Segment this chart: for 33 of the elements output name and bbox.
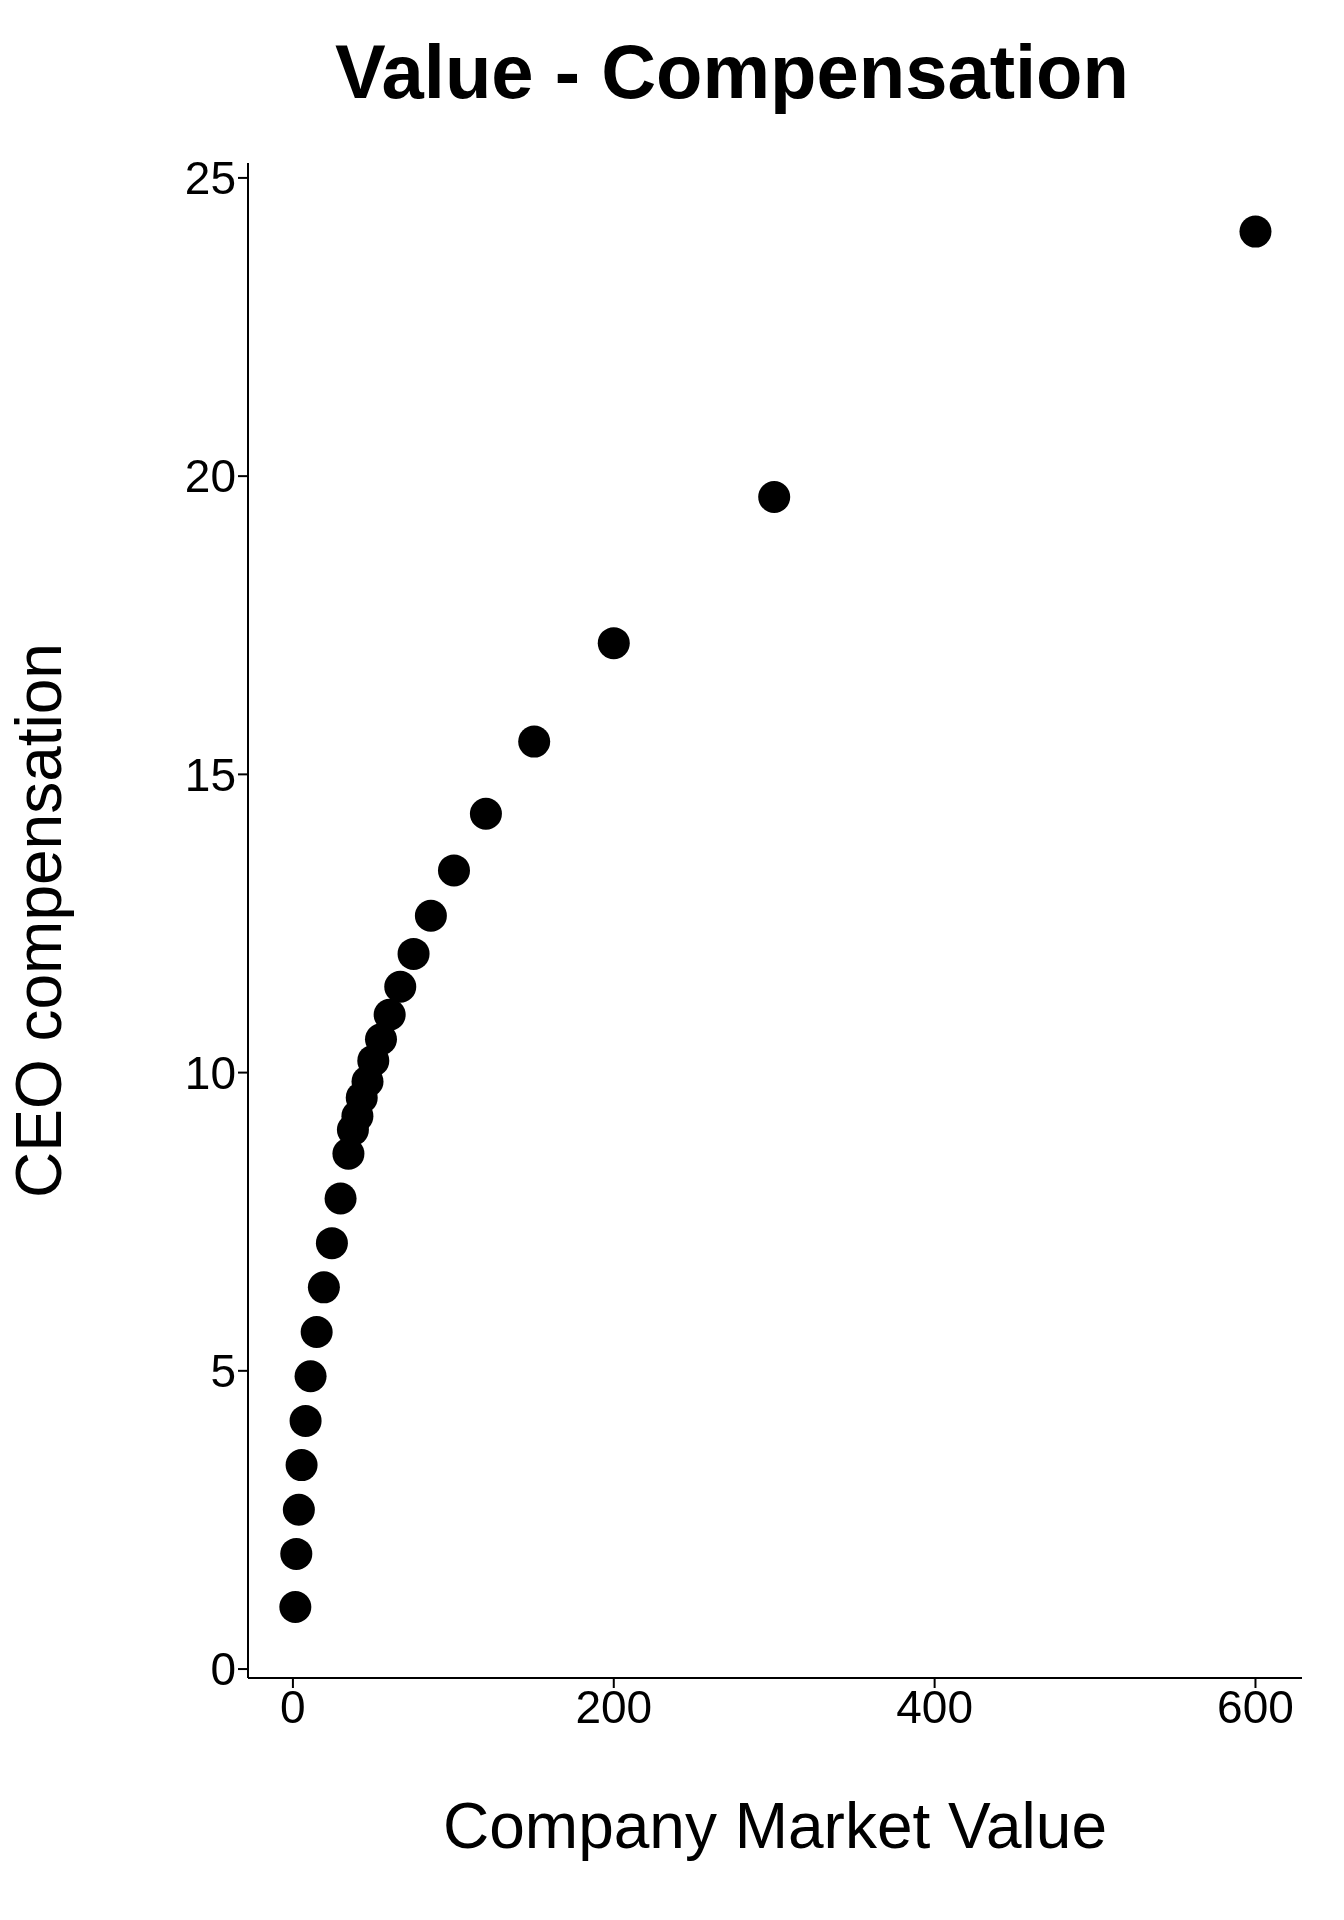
- y-tick-label: 10: [184, 1046, 236, 1099]
- point: [397, 937, 430, 970]
- point: [279, 1591, 312, 1624]
- point: [282, 1493, 315, 1526]
- point: [384, 970, 417, 1003]
- y-tick-label: 25: [184, 152, 236, 205]
- x-tick-label: 400: [896, 1680, 973, 1733]
- point: [437, 854, 470, 887]
- point: [280, 1537, 313, 1570]
- y-tick-label: 15: [184, 748, 236, 801]
- point: [1239, 215, 1272, 248]
- x-axis-title: Company Market Value: [443, 1790, 1107, 1862]
- y-tick-label: 20: [184, 450, 236, 503]
- point: [289, 1404, 322, 1437]
- point: [373, 998, 406, 1031]
- x-tick-label: 600: [1217, 1680, 1294, 1733]
- point: [518, 725, 551, 758]
- point: [315, 1227, 348, 1260]
- point: [285, 1449, 318, 1482]
- y-axis-title: CEO compensation: [2, 643, 75, 1198]
- point: [414, 899, 447, 932]
- point: [758, 481, 791, 514]
- chart-title: Value - Compensation: [334, 28, 1130, 115]
- point: [324, 1182, 357, 1215]
- x-tick-label: 0: [280, 1680, 306, 1733]
- y-tick-label: 5: [210, 1345, 236, 1398]
- point: [294, 1360, 327, 1393]
- x-tick-label: 200: [575, 1680, 653, 1733]
- point: [300, 1316, 333, 1349]
- y-tick-label: 0: [210, 1643, 236, 1696]
- point: [307, 1271, 340, 1304]
- point: [597, 627, 630, 660]
- point: [469, 797, 502, 830]
